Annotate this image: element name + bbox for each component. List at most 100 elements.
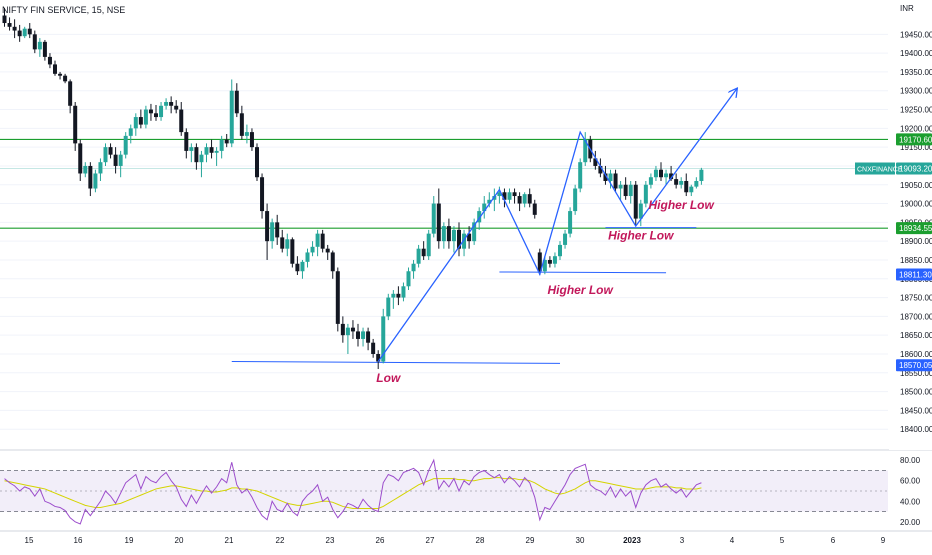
candle-body <box>527 194 532 204</box>
time-tick-label: 9 <box>881 536 886 545</box>
candle-body <box>123 135 128 155</box>
candle-body <box>679 180 684 185</box>
price-tag-box <box>896 222 932 235</box>
candle-body <box>643 184 648 204</box>
candle-body <box>53 64 57 74</box>
candle-body <box>249 132 254 148</box>
candle-body <box>229 90 234 144</box>
rsi-tick-label: 20.00 <box>900 518 921 527</box>
candle-body <box>376 353 381 362</box>
price-tick-label: 19050.00 <box>900 181 932 190</box>
time-tick-label: 16 <box>74 536 83 545</box>
candle-body <box>290 239 295 264</box>
time-tick-label: 22 <box>276 536 285 545</box>
annotation-label: Higher Low <box>608 228 674 242</box>
candle-body <box>12 26 17 31</box>
candle-body <box>638 203 643 219</box>
candle-body <box>618 184 623 189</box>
annotation-label: Low <box>376 371 401 385</box>
time-tick-label: 29 <box>526 536 535 545</box>
candle-body <box>371 342 376 354</box>
support-lines <box>231 227 697 364</box>
candle-body <box>573 188 578 212</box>
chart-title: NIFTY FIN SERVICE, 15, NSE <box>2 5 125 15</box>
candle-body <box>244 132 249 136</box>
price-tick-label: 19400.00 <box>900 49 932 58</box>
candle-body <box>583 139 588 163</box>
price-tag-label: 19170.60 <box>899 135 932 144</box>
candle-body <box>694 180 699 187</box>
price-tick-label: 18400.00 <box>900 425 932 434</box>
candle-body <box>386 297 391 317</box>
candle-body <box>138 117 143 125</box>
candle-body <box>320 233 325 249</box>
time-tick-label: 5 <box>780 536 785 545</box>
rsi-axis: 80.00 60.00 40.00 20.00 <box>889 451 932 529</box>
rsi-tick-label: 60.00 <box>900 477 921 486</box>
candle-body <box>361 331 366 339</box>
candles <box>2 8 704 370</box>
candle-body <box>265 211 270 242</box>
candle-body <box>42 41 47 57</box>
rsi-tick-label: 80.00 <box>900 456 921 465</box>
annotation-label: Higher Low <box>649 198 715 212</box>
candle-body <box>295 263 300 272</box>
trend-path <box>377 89 737 362</box>
candle-body <box>568 211 573 234</box>
candle-body <box>542 259 547 272</box>
candle-body <box>275 222 280 238</box>
candle-body <box>280 237 285 249</box>
candle-body <box>255 147 259 178</box>
rsi-line <box>4 458 702 525</box>
price-tick-label: 18450.00 <box>900 406 932 415</box>
price-tick-label: 18900.00 <box>900 237 932 246</box>
price-tick-label: 18850.00 <box>900 256 932 265</box>
candle-body <box>477 211 482 223</box>
time-tick-label: 21 <box>225 536 234 545</box>
candle-body <box>628 184 633 197</box>
candle-body <box>391 293 396 298</box>
candle-body <box>143 109 148 125</box>
candle-body <box>441 226 446 242</box>
candle-body <box>350 327 355 332</box>
candle-body <box>63 75 68 82</box>
price-tick-label: 18650.00 <box>900 331 932 340</box>
candle-body <box>381 316 386 362</box>
price-tick-label: 19450.00 <box>900 30 932 39</box>
candle-body <box>613 173 618 189</box>
candle-body <box>426 233 431 257</box>
price-tick-label: 18550.00 <box>900 369 932 378</box>
time-tick-label: 15 <box>25 536 34 545</box>
candle-body <box>335 271 340 324</box>
candle-body <box>154 113 158 118</box>
support-line <box>499 271 667 274</box>
candle-body <box>315 233 320 247</box>
candle-body <box>270 222 275 242</box>
candle-body <box>487 199 492 204</box>
candle-body <box>396 293 401 298</box>
candle-body <box>37 41 42 50</box>
time-tick-label: 28 <box>476 536 485 545</box>
candle-body <box>73 105 78 144</box>
candle-body <box>184 132 189 151</box>
candle-body <box>78 143 83 174</box>
rsi-tick-label: 40.00 <box>900 497 921 506</box>
support-line <box>231 361 561 364</box>
candle-body <box>411 263 416 272</box>
candle-body <box>633 184 638 219</box>
candle-body <box>664 173 669 178</box>
price-tick-label: 19200.00 <box>900 124 932 133</box>
candle-body <box>103 147 108 163</box>
price-tick-label: 19250.00 <box>900 106 932 115</box>
candle-body <box>17 30 22 37</box>
candle-body <box>169 102 174 106</box>
candle-body <box>659 169 663 178</box>
time-tick-label: 4 <box>730 536 735 545</box>
candle-body <box>446 226 451 242</box>
candle-body <box>462 233 467 249</box>
candle-body <box>512 192 517 197</box>
price-tag-label: 18811.30 <box>899 271 932 280</box>
candle-body <box>148 109 153 114</box>
candle-body <box>330 252 335 272</box>
